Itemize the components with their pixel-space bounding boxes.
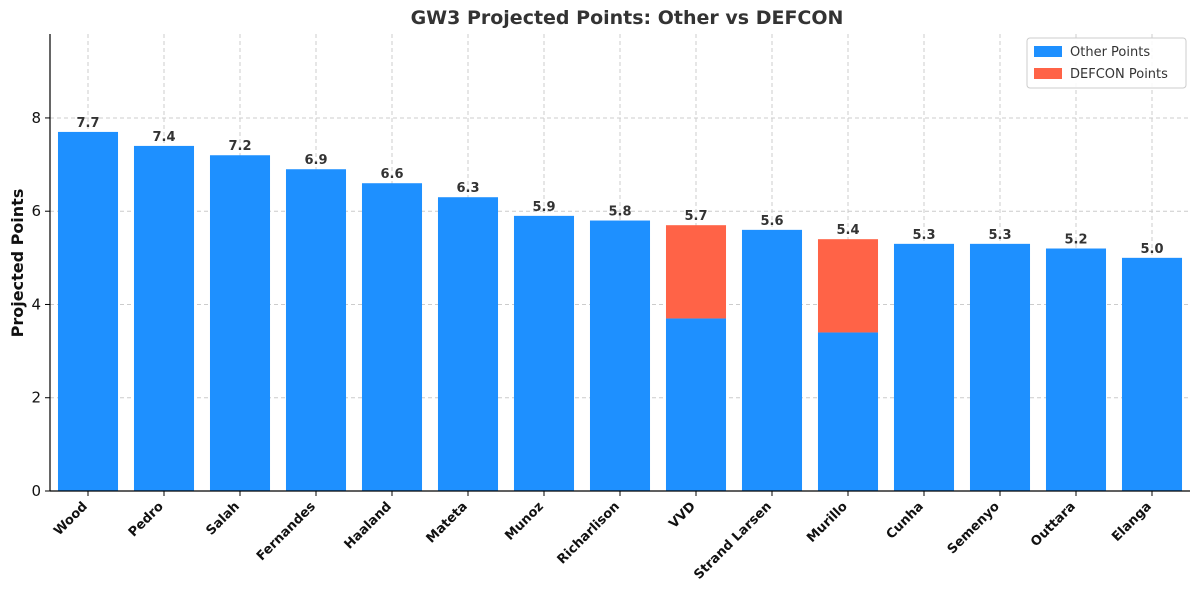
x-tick-label: Fernandes [254, 499, 319, 564]
y-tick-label: 6 [31, 202, 41, 220]
x-tick-label: Richarlison [555, 499, 623, 567]
legend: Other Points DEFCON Points [1026, 37, 1187, 89]
x-tick-label: Haaland [342, 499, 395, 552]
y-tick-label: 0 [31, 482, 41, 500]
x-tick-label: Wood [51, 499, 91, 539]
bar-defcon [817, 239, 879, 333]
axes [45, 34, 1190, 496]
bar-value-label: 5.3 [988, 228, 1011, 243]
bar-other [1121, 257, 1183, 491]
bar-value-label: 5.3 [912, 228, 935, 243]
bar-other [665, 318, 727, 491]
bar-other [589, 220, 651, 491]
bar-other [513, 215, 575, 491]
bar-other [741, 229, 803, 491]
bar-value-label: 5.0 [1140, 242, 1163, 257]
bar-other [361, 183, 423, 491]
bar-value-label: 5.6 [760, 214, 783, 229]
bar-value-label: 7.4 [152, 130, 175, 145]
bar-other [285, 169, 347, 492]
x-tick-label: Salah [203, 499, 242, 538]
bar-value-label: 5.9 [532, 200, 555, 215]
bar-other [209, 155, 271, 491]
chart-title: GW3 Projected Points: Other vs DEFCON [411, 7, 844, 29]
bar-value-label: 6.9 [304, 153, 327, 168]
y-tick-label: 8 [31, 109, 41, 127]
legend-entry: Other Points [1070, 45, 1150, 60]
bar-other [437, 197, 499, 491]
y-tick-labels: 0 2 4 6 8 [31, 109, 41, 500]
legend-swatch [1034, 46, 1062, 57]
bar-other [57, 131, 119, 491]
y-axis-label: Projected Points [8, 189, 27, 338]
x-tick-labels: Wood Pedro Salah Fernandes Haaland Mateta Muno… [51, 499, 1155, 583]
legend-swatch [1034, 68, 1062, 79]
bar-value-label: 7.7 [76, 116, 99, 131]
bar-value-label: 7.2 [228, 139, 251, 154]
bar-other [1045, 248, 1107, 491]
bar-other [893, 243, 955, 491]
bar-defcon [665, 225, 727, 319]
bar-other [133, 145, 195, 491]
bar-value-label: 5.2 [1064, 233, 1087, 248]
bar-other [817, 332, 879, 491]
x-tick-label: VVD [666, 499, 699, 532]
x-tick-label: Mateta [424, 499, 471, 546]
y-tick-label: 2 [31, 389, 41, 407]
x-tick-label: Murillo [804, 499, 851, 546]
x-tick-label: Semenyo [945, 499, 1003, 557]
x-tick-label: Strand Larsen [691, 499, 775, 583]
x-tick-label: Elanga [1109, 499, 1155, 545]
bar-value-label: 5.4 [836, 223, 859, 238]
x-tick-label: Cunha [884, 499, 927, 542]
bar-value-label: 6.6 [380, 167, 403, 182]
bar-value-label: 6.3 [456, 181, 479, 196]
legend-box [1026, 37, 1187, 89]
legend-entry: DEFCON Points [1070, 67, 1168, 82]
bar-other [969, 243, 1031, 491]
y-tick-label: 4 [31, 295, 41, 313]
bar-value-label: 5.8 [608, 205, 631, 220]
x-tick-label: Pedro [126, 499, 167, 540]
bars [57, 131, 1183, 492]
value-labels: 7.7 7.4 7.2 6.9 6.6 6.3 5.9 5.8 5.7 5.6 5.4 5.3 5.3 5… [76, 116, 1163, 257]
x-tick-label: Munoz [502, 499, 547, 544]
x-tick-label: Outtara [1028, 499, 1079, 550]
bar-value-label: 5.7 [684, 209, 707, 224]
